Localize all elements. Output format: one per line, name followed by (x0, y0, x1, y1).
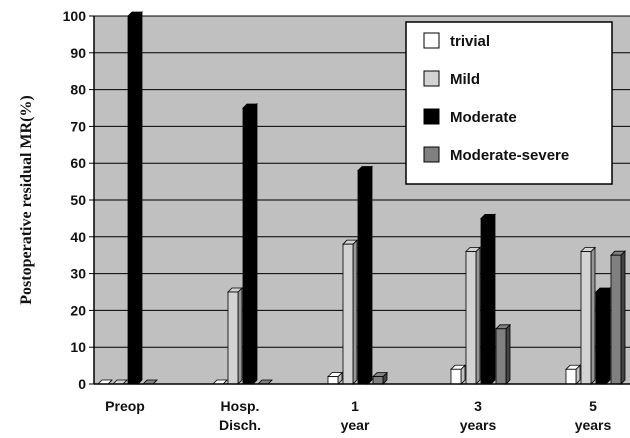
x-tick-label: 5 (589, 398, 597, 414)
legend-swatch (423, 108, 440, 125)
legend: trivial Mild Moderate Moderate-severe (405, 21, 613, 185)
bar (227, 287, 243, 385)
legend-item: trivial (423, 32, 490, 50)
legend-label: Moderate-severe (450, 147, 569, 164)
x-tick-label: year (341, 417, 370, 433)
y-tick-labels: 0 10 20 30 40 50 60 70 80 90 100 (63, 8, 87, 392)
bar (465, 246, 481, 385)
x-tick-labels: Preop Hosp. Disch. 1 year 3 years 5 years (105, 398, 611, 433)
x-tick-label: Hosp. (221, 398, 260, 414)
legend-box (405, 21, 613, 185)
bar (327, 371, 343, 385)
x-tick-label: Preop (105, 398, 145, 414)
x-tick-label: years (575, 417, 612, 433)
bar (242, 103, 258, 385)
y-tick-label: 60 (70, 155, 86, 171)
bar (480, 213, 496, 385)
bar (565, 364, 581, 385)
y-tick-label: 30 (70, 266, 86, 282)
x-tick-label: 1 (351, 398, 359, 414)
bars (97, 11, 626, 385)
bar (372, 371, 388, 385)
legend-item: Mild (423, 70, 480, 88)
y-tick-label: 40 (70, 229, 86, 245)
x-tick-label: 3 (474, 398, 482, 414)
legend-item: Moderate-severe (423, 146, 569, 164)
legend-swatch (423, 70, 440, 87)
y-axis-label: Postoperative residual MR(%) (18, 95, 35, 304)
bar (450, 364, 466, 385)
legend-label: Mild (450, 71, 480, 88)
legend-item: Moderate (423, 108, 517, 126)
x-tick-label: Disch. (219, 417, 261, 433)
bar (342, 239, 358, 385)
y-tick-label: 80 (70, 82, 86, 98)
bar (112, 379, 128, 385)
y-tick-label: 100 (63, 8, 87, 24)
bar (495, 323, 511, 385)
bar (142, 379, 158, 385)
axes (93, 16, 630, 385)
bar (610, 250, 626, 385)
x-tick-label: years (460, 417, 497, 433)
y-tick-label: 0 (78, 376, 86, 392)
legend-label: Moderate (450, 109, 517, 126)
y-tick-label: 70 (70, 118, 86, 134)
y-tick-label: 50 (70, 192, 86, 208)
legend-swatch (423, 32, 440, 49)
y-tick-label: 10 (70, 339, 86, 355)
bar (580, 246, 596, 385)
bar (357, 165, 373, 385)
bar (127, 11, 143, 385)
y-tick-label: 20 (70, 302, 86, 318)
y-tick-label: 90 (70, 45, 86, 61)
bar (595, 287, 611, 385)
legend-label: trivial (450, 33, 490, 50)
legend-swatch (423, 146, 440, 163)
